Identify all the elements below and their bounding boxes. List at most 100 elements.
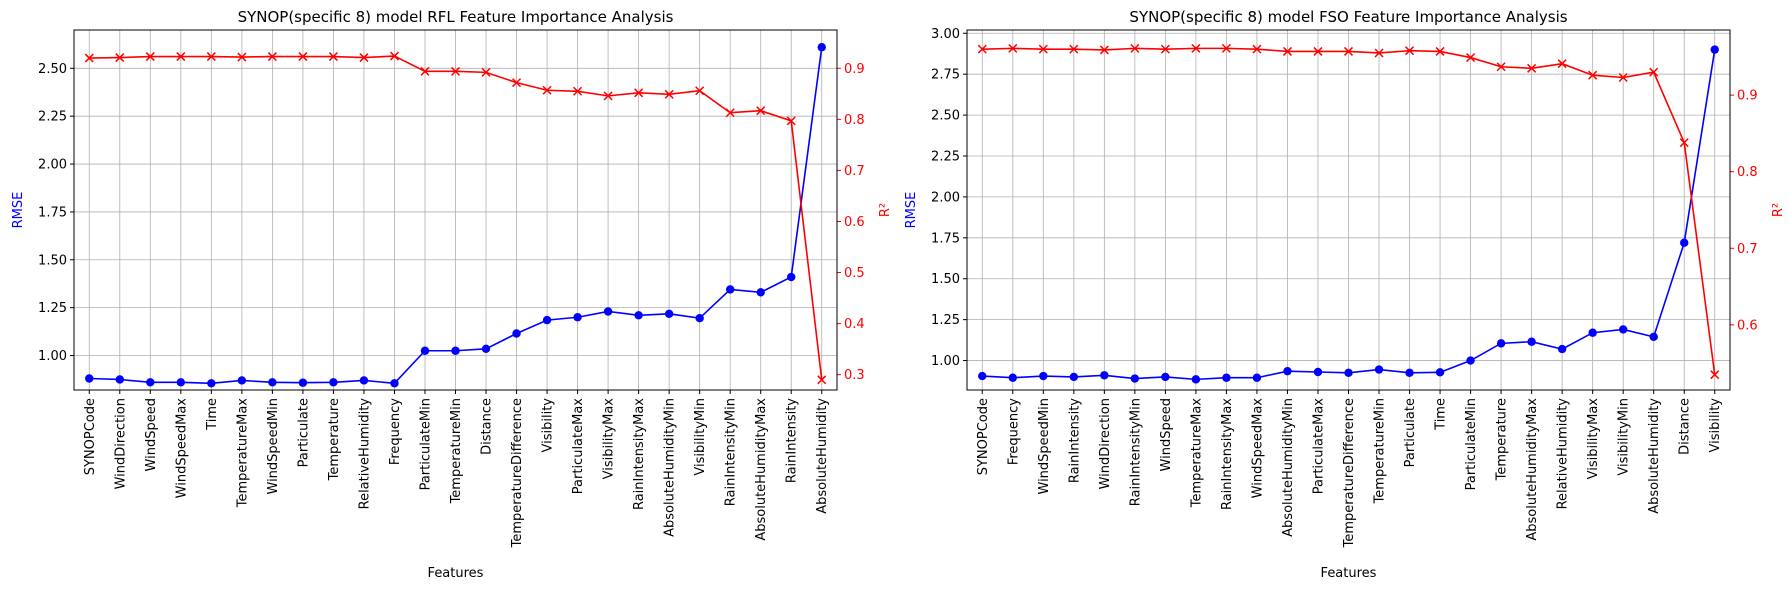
x-tick-label: TemperatureMin — [449, 398, 464, 504]
r2-point — [786, 116, 796, 126]
r2-point — [725, 108, 735, 118]
rmse-point — [1130, 374, 1140, 383]
x-tick-label: VisibilityMin — [1617, 398, 1632, 476]
rmse-point — [787, 272, 796, 282]
rmse-point — [1008, 373, 1017, 382]
x-tick-label: Visibility — [541, 398, 556, 453]
x-tick-label: RainIntensityMin — [1128, 398, 1143, 506]
x-tick-label: WindSpeedMax — [174, 398, 189, 499]
rmse-point — [1069, 372, 1079, 382]
x-tick-label: ParticulateMax — [571, 398, 586, 495]
r2-point — [1252, 44, 1262, 54]
left-y-tick-label: 1.50 — [38, 253, 67, 268]
x-tick-label: AbsoluteHumidityMax — [1525, 398, 1540, 541]
rmse-point — [146, 378, 155, 387]
right-y-tick-label: 0.8 — [1737, 165, 1758, 180]
x-tick-label: AbsoluteHumidity — [815, 398, 830, 514]
right-y-tick-label: 0.8 — [844, 113, 865, 128]
x-tick-label: WindSpeed — [1159, 398, 1174, 471]
right-y-tick-label: 0.7 — [844, 164, 865, 179]
r2-point — [1008, 43, 1018, 53]
r2-point — [115, 53, 125, 63]
left-y-tick-label: 1.50 — [931, 272, 960, 287]
r2-point — [817, 375, 827, 385]
right-y-tick-label: 0.9 — [1737, 89, 1758, 104]
grid — [74, 30, 837, 390]
r2-point — [1191, 43, 1201, 53]
x-tick-label: Distance — [480, 398, 495, 455]
r2-point — [1099, 45, 1109, 55]
left-y-axis-label: RMSE — [904, 192, 919, 229]
r2-point — [206, 52, 216, 62]
right-y-tick-label: 0.5 — [844, 266, 865, 281]
r2-point — [1435, 46, 1445, 56]
r2-point — [359, 53, 369, 63]
r2-point — [1466, 53, 1476, 63]
x-tick-label: RainIntensityMax — [632, 398, 647, 510]
r2-point — [1069, 44, 1079, 54]
left-y-tick-label: 2.75 — [931, 68, 960, 83]
left-y-tick-label: 2.25 — [931, 150, 960, 165]
left-y-tick-label: 3.00 — [931, 27, 960, 42]
rmse-point — [756, 288, 765, 297]
x-tick-label: ParticulateMax — [1311, 398, 1326, 495]
r2-point — [328, 52, 338, 62]
r2-point — [1282, 46, 1292, 56]
rmse-point — [176, 378, 186, 387]
r2-point — [603, 91, 613, 101]
x-tick-label: RainIntensityMin — [724, 398, 739, 506]
r2-point — [1374, 48, 1384, 58]
r2-point — [512, 78, 522, 88]
x-tick-label: RelativeHumidity — [357, 398, 372, 510]
rmse-point — [451, 346, 460, 355]
rmse-point — [1344, 368, 1353, 378]
rmse-point — [1649, 332, 1658, 342]
r2-point — [634, 88, 644, 98]
r2-point — [145, 52, 155, 62]
r2-point — [1313, 46, 1323, 56]
x-tick-label: WindSpeedMax — [1250, 398, 1265, 499]
right-y-axis-label: R² — [878, 203, 893, 217]
rmse-point — [1527, 337, 1536, 346]
r2-point — [542, 85, 552, 95]
chart-panel-1: 1.00 1.25 1.50 1.75 2.00 2.25 2.50 0.3 0.4 0.5 0.6… — [11, 8, 893, 581]
x-tick-label: AbsoluteHumidityMin — [1281, 398, 1296, 537]
x-tick-label: Temperature — [327, 398, 342, 481]
x-tick-label: ParticulateMin — [418, 398, 433, 490]
x-tick-label: RainIntensity — [785, 398, 800, 483]
rmse-point — [85, 374, 94, 383]
right-y-tick-label: 0.3 — [844, 368, 865, 383]
rmse-point — [268, 378, 277, 387]
r2-point — [481, 67, 491, 77]
x-tick-label: VisibilityMax — [1586, 398, 1601, 480]
right-y-tick-label: 0.4 — [844, 317, 865, 332]
x-tick-label: TemperatureMin — [1373, 398, 1388, 504]
r2-point — [1527, 63, 1537, 73]
r2-point — [664, 89, 674, 99]
x-tick-label: SYNOPCode — [83, 398, 98, 475]
rmse-point — [1100, 371, 1109, 380]
r2-point — [1649, 67, 1659, 77]
left-y-tick-label: 1.00 — [931, 354, 960, 369]
left-y-tick-label: 1.75 — [931, 231, 960, 246]
x-tick-label: WindSpeed — [144, 398, 159, 471]
x-tick-label: RainIntensityMax — [1220, 398, 1235, 510]
x-tick-label: SYNOPCode — [976, 398, 991, 475]
left-y-tick-label: 1.75 — [38, 205, 67, 220]
rmse-point — [359, 376, 369, 385]
r2-point — [977, 44, 987, 54]
rmse-point — [725, 285, 735, 294]
right-y-tick-label: 0.7 — [1737, 242, 1758, 257]
r2-point — [1588, 70, 1598, 80]
right-y-tick-label: 0.9 — [844, 62, 865, 77]
r2-point — [450, 66, 461, 76]
right-y-tick-label: 0.6 — [1737, 318, 1758, 333]
r2-point — [1038, 44, 1048, 54]
rmse-point — [207, 379, 216, 388]
x-tick-label: Time — [1434, 398, 1449, 431]
x-tick-label: Visibility — [1708, 398, 1723, 453]
r2-point — [1130, 43, 1140, 53]
x-tick-label: Particulate — [296, 398, 311, 467]
left-y-tick-label: 2.00 — [38, 158, 67, 173]
rmse-point — [1588, 328, 1597, 337]
